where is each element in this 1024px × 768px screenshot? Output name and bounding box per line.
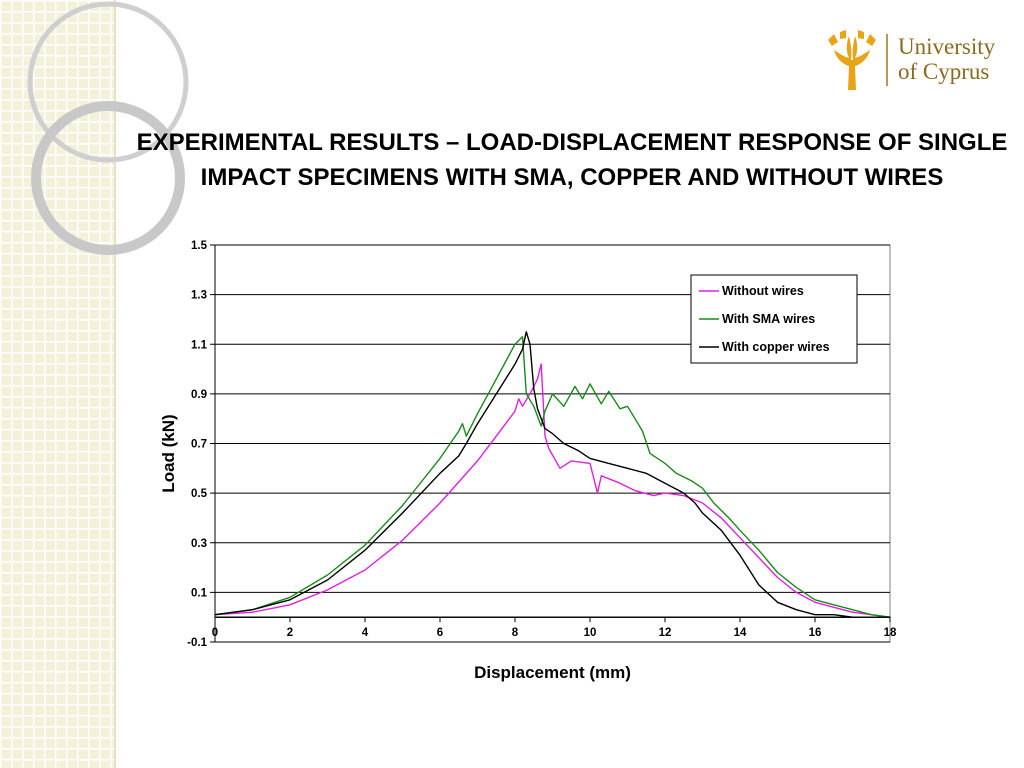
x-tick-label: 12 <box>659 627 672 639</box>
y-tick-label: 0.9 <box>191 389 207 401</box>
legend-label: With copper wires <box>722 340 830 354</box>
load-displacement-chart: -0.1 0.1 0.3 0.5 0.7 0.9 1.1 1.3 1.5 0 2 4 6 8 10 12 14 1… <box>159 240 897 682</box>
x-axis-label: Displacement (mm) <box>474 663 631 682</box>
y-tick-label: 0.1 <box>191 587 208 599</box>
y-tick-label: 0.5 <box>191 488 208 500</box>
y-tick-label: 0.3 <box>191 538 207 550</box>
x-tick-label: 0 <box>212 627 218 639</box>
x-tick-label: 18 <box>884 627 897 639</box>
x-tick-label: 10 <box>584 627 597 639</box>
logo-line-1: University <box>898 34 996 59</box>
decorative-rings <box>27 1 189 255</box>
y-tick-label: 0.7 <box>191 439 207 451</box>
logo-line-2: of Cyprus <box>898 59 990 84</box>
y-tick-label: 1.5 <box>191 240 208 252</box>
series-line <box>214 336 891 618</box>
series-line <box>214 363 891 618</box>
university-logo: University of Cyprus <box>820 28 1012 96</box>
x-tick-label: 6 <box>437 627 443 639</box>
x-tick-label: 8 <box>512 627 519 639</box>
y-tick-label: 1.3 <box>191 290 207 302</box>
y-tick-label: 1.1 <box>191 339 208 351</box>
y-tick-label: -0.1 <box>187 637 207 649</box>
logo-divider <box>886 34 888 86</box>
chart-legend: Without wires With SMA wires With copper w… <box>690 274 858 364</box>
slide-title: EXPERIMENTAL RESULTS – LOAD-DISPLACEMENT… <box>136 129 1008 191</box>
x-tick-label: 2 <box>287 627 293 639</box>
series-line <box>214 331 891 618</box>
logo-text: University of Cyprus <box>898 34 995 84</box>
x-tick-label: 14 <box>734 627 747 639</box>
x-tick-label: 4 <box>362 627 369 639</box>
y-axis-label: Load (kN) <box>159 414 178 492</box>
cyprus-tree-emblem-icon <box>828 30 876 90</box>
x-tick-label: 16 <box>809 627 822 639</box>
legend-label: With SMA wires <box>722 312 815 326</box>
legend-label: Without wires <box>722 284 804 298</box>
